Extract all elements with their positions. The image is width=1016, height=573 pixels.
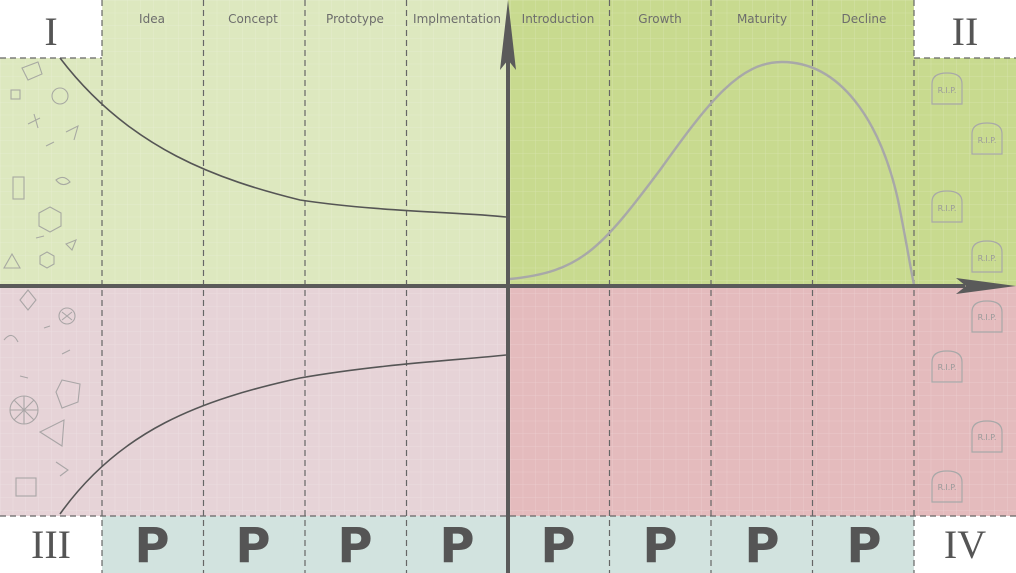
p-letter: P xyxy=(540,518,575,573)
svg-text:R.I.P.: R.I.P. xyxy=(938,204,957,213)
discarded-idea-doodles xyxy=(3,289,81,497)
development-investment-curve xyxy=(59,354,507,515)
p-letter: P xyxy=(134,518,169,573)
tombstones: R.I.P. R.I.P. R.I.P. R.I.P. R.I.P. R.I.P… xyxy=(931,72,1003,503)
svg-text:R.I.P.: R.I.P. xyxy=(938,86,957,95)
svg-text:R.I.P.: R.I.P. xyxy=(938,363,957,372)
stage-label-introduction: Introduction xyxy=(522,12,595,26)
lifecycle-stage-labels: Introduction Growth Maturity Decline xyxy=(522,12,887,26)
development-stage-labels: Idea Concept Prototype Implmentation xyxy=(139,12,501,26)
stage-label-concept: Concept xyxy=(228,12,278,26)
x-axis-arrowhead xyxy=(956,278,1016,294)
stage-label-implementation: Implmentation xyxy=(413,12,501,26)
stage-label-idea: Idea xyxy=(139,12,165,26)
idea-doodles xyxy=(3,61,79,269)
tombstone: R.I.P. xyxy=(971,300,1003,333)
p-letter: P xyxy=(744,518,779,573)
svg-text:R.I.P.: R.I.P. xyxy=(978,136,997,145)
tombstone: R.I.P. xyxy=(931,190,963,223)
tombstone: R.I.P. xyxy=(931,72,963,105)
stage-label-growth: Growth xyxy=(638,12,681,26)
tombstone: R.I.P. xyxy=(971,122,1003,155)
development-cost-curve xyxy=(59,57,507,218)
product-lifecycle-curve xyxy=(509,60,916,286)
stage-label-decline: Decline xyxy=(842,12,887,26)
quadrant-label-iv: IV xyxy=(944,522,986,567)
p-letter: P xyxy=(337,518,372,573)
tombstone: R.I.P. xyxy=(971,420,1003,453)
tombstone: R.I.P. xyxy=(931,350,963,383)
p-letter: P xyxy=(642,518,677,573)
svg-text:R.I.P.: R.I.P. xyxy=(978,254,997,263)
p-letter: P xyxy=(235,518,270,573)
stage-label-maturity: Maturity xyxy=(737,12,787,26)
svg-text:R.I.P.: R.I.P. xyxy=(978,433,997,442)
tombstone: R.I.P. xyxy=(971,240,1003,273)
y-axis-arrowhead xyxy=(500,0,516,70)
quadrant-label-iii: III xyxy=(31,522,71,567)
stage-label-prototype: Prototype xyxy=(326,12,384,26)
tombstone: R.I.P. xyxy=(931,470,963,503)
svg-text:R.I.P.: R.I.P. xyxy=(978,313,997,322)
p-letter: P xyxy=(439,518,474,573)
quadrant-label-i: I xyxy=(44,9,57,54)
svg-text:R.I.P.: R.I.P. xyxy=(938,483,957,492)
p-letter: P xyxy=(846,518,881,573)
quadrant-label-ii: II xyxy=(952,9,979,54)
bottom-letter-row: P P P P P P P P xyxy=(134,518,881,573)
